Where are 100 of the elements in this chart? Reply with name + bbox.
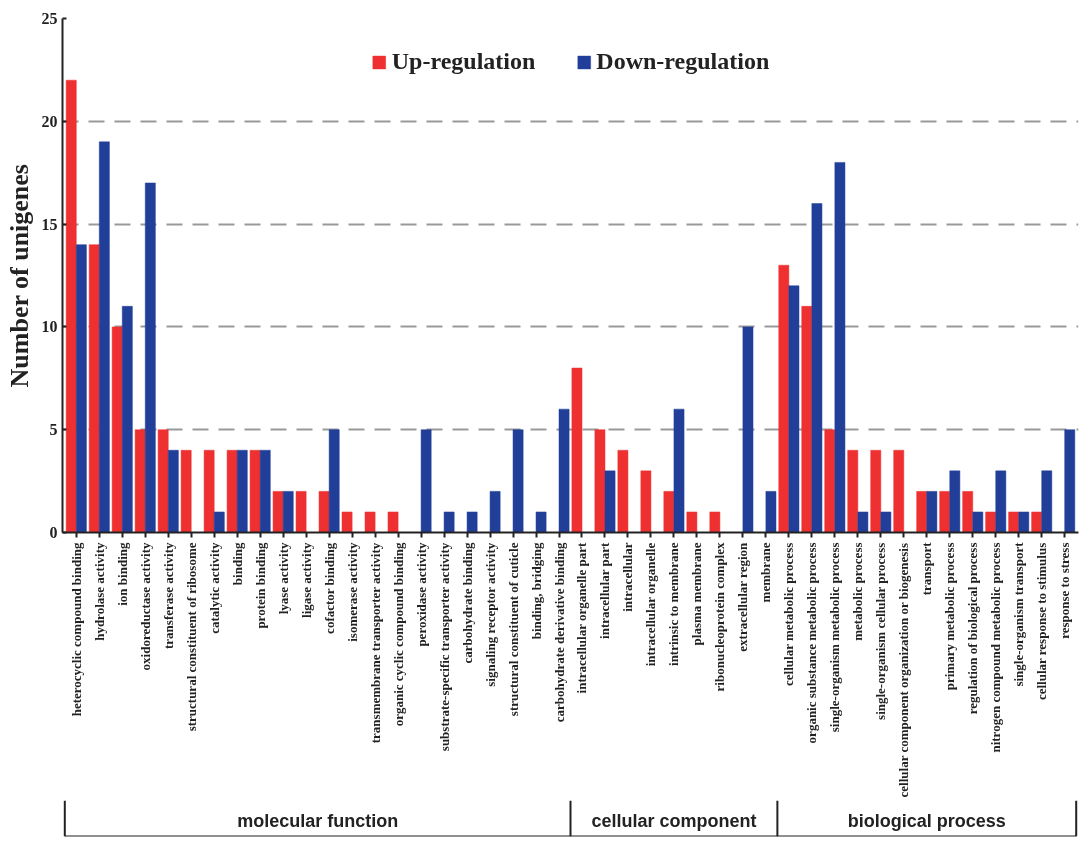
x-tick-label: transferase activity	[160, 542, 176, 649]
bar	[788, 285, 800, 533]
x-tick-label: signaling receptor activity	[482, 542, 498, 687]
bar	[145, 182, 156, 533]
bar	[236, 450, 248, 533]
bar	[466, 511, 478, 533]
bar	[76, 244, 87, 533]
bar	[962, 491, 974, 533]
bar	[811, 203, 823, 533]
x-tick-label: binding	[229, 542, 245, 586]
bar	[972, 511, 984, 533]
legend-label: Up-regulation	[391, 48, 536, 75]
bar	[295, 491, 307, 533]
x-tick-label: response to stress	[1057, 542, 1073, 639]
bar	[1018, 511, 1030, 533]
bar	[1064, 429, 1076, 533]
bar	[893, 450, 905, 533]
x-tick-label: structural constituent of ribosome	[183, 542, 199, 732]
x-tick-label: transmembrane transporter activity	[367, 542, 383, 744]
bar	[122, 306, 133, 533]
bar	[558, 408, 570, 533]
bar	[249, 450, 261, 533]
bar	[594, 429, 606, 533]
bar	[778, 264, 790, 533]
bar	[318, 491, 330, 533]
text: molecular function	[237, 811, 399, 832]
bar	[180, 450, 192, 533]
x-tick-label: hydrolase activity	[91, 542, 107, 641]
x-tick-label: intracellular organelle	[643, 542, 659, 667]
y-tick-label: 5	[49, 421, 58, 439]
x-tick-label: organic substance metabolic process	[804, 542, 820, 744]
x-tick-label: intracellular	[620, 542, 636, 612]
bar	[939, 491, 951, 533]
bar	[604, 470, 616, 533]
bar	[111, 326, 123, 533]
x-tick-label: protein binding	[252, 542, 268, 629]
x-tick-label: catalytic activity	[206, 542, 222, 634]
bar	[765, 491, 777, 533]
x-tick-label: transport	[919, 541, 935, 596]
x-tick-label: binding, bridging	[528, 542, 544, 640]
bar	[272, 491, 284, 533]
bar	[824, 429, 836, 533]
bar	[742, 326, 754, 533]
x-tick-label: lyase activity	[275, 542, 291, 615]
bar	[801, 306, 813, 533]
bar	[203, 450, 215, 533]
bar	[995, 470, 1007, 533]
x-tick-label: cellular metabolic process	[781, 542, 797, 686]
x-tick-label: intracellular organelle part	[574, 542, 590, 694]
bar	[167, 450, 179, 533]
text: biological process	[847, 811, 1006, 832]
bar	[870, 450, 882, 533]
bar	[880, 511, 892, 533]
x-tick-label: plasma membrane	[689, 542, 705, 646]
bar	[88, 244, 100, 533]
bar	[259, 450, 271, 533]
x-tick-label: ion binding	[114, 542, 130, 606]
bar	[99, 141, 110, 533]
x-tick-label: metabolic process	[850, 542, 866, 641]
bar	[663, 491, 675, 533]
y-tick-label: 10	[41, 318, 58, 336]
bar	[926, 491, 938, 533]
x-tick-label: extracellular region	[735, 541, 751, 652]
bar	[834, 162, 846, 533]
x-tick-label: single-organism transport	[1011, 541, 1027, 687]
x-tick-label: ribonucleoprotein complex	[712, 542, 728, 692]
y-axis-title: Number of unigenes	[4, 164, 34, 388]
bar	[1008, 511, 1019, 533]
x-tick-label: carbohydrate binding	[459, 542, 475, 664]
y-tick-label: 25	[41, 10, 58, 27]
bar	[1031, 511, 1042, 533]
x-tick-label: peroxidase activity	[413, 542, 429, 647]
x-tick-label: regulation of biological process	[965, 542, 981, 715]
x-tick-label: substrate-specific transporter activity	[436, 542, 452, 752]
bar	[420, 429, 432, 533]
bar	[847, 450, 859, 533]
bar	[213, 511, 225, 533]
x-tick-label: cellular response to stimulus	[1034, 542, 1050, 701]
bar	[157, 429, 169, 533]
bar	[640, 470, 652, 533]
x-tick-label: oxidoreductase activity	[137, 542, 153, 671]
bar	[65, 79, 77, 533]
x-tick-label: primary metabolic process	[942, 542, 958, 691]
bar	[857, 511, 869, 533]
x-tick-label: cellular component organization or biogenesis	[896, 542, 912, 798]
bar	[328, 429, 340, 533]
bar	[686, 511, 698, 533]
text: cellular component	[591, 811, 757, 832]
legend-label: Down-regulation	[596, 48, 770, 75]
x-tick-label: organic cyclic compound binding	[390, 542, 406, 727]
bar	[535, 511, 547, 533]
x-tick-label: structural constituent of cuticle	[505, 542, 521, 717]
bar	[341, 511, 353, 533]
y-tick-label: 15	[41, 215, 58, 233]
x-tick-label: nitrogen compound metabolic process	[988, 542, 1004, 753]
bar	[673, 408, 685, 533]
bar	[443, 511, 455, 533]
bar	[949, 470, 961, 533]
x-tick-label: heterocyclic compound binding	[68, 542, 84, 717]
y-tick-label: 20	[41, 112, 58, 130]
